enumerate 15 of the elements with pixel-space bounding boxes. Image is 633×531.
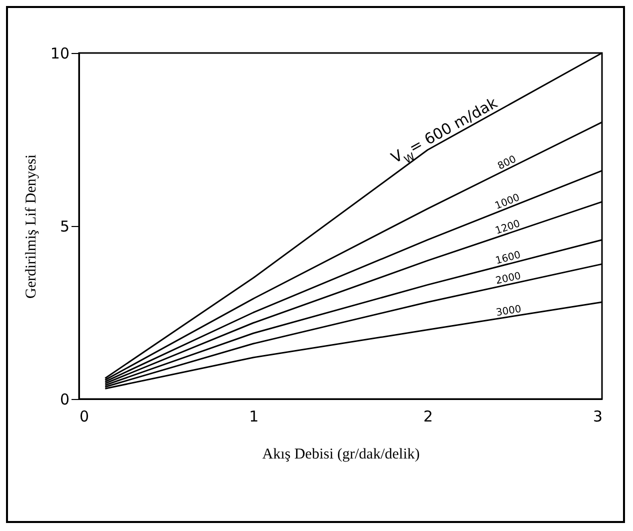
text: 3000: [495, 304, 522, 319]
text: 2000: [494, 270, 522, 287]
y-axis-title: Gerdirilmiş Lif Denyesi: [23, 154, 40, 299]
x-axis-title: Akış Debisi (gr/dak/delik): [262, 446, 420, 462]
y-tick-label: 5: [60, 218, 70, 236]
y-tick-label: 0: [60, 390, 70, 408]
x-tick-label: 3: [592, 408, 602, 426]
text: 1000: [494, 192, 522, 212]
text: 1200: [494, 218, 522, 238]
x-tick-label: 0: [80, 408, 90, 426]
x-tick-label: 2: [423, 408, 433, 426]
text: 800: [496, 154, 518, 172]
x-tick-label: 1: [249, 408, 259, 426]
text: 1600: [494, 250, 522, 267]
y-tick-label: 10: [50, 44, 70, 62]
